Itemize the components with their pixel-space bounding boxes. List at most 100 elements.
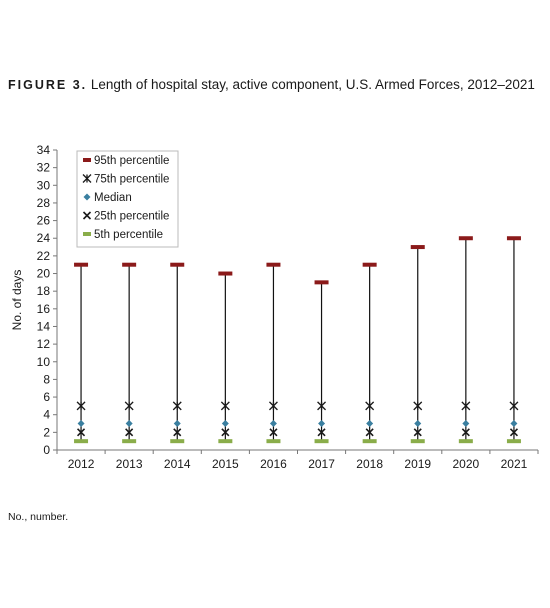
x-tick-label: 2015 (212, 457, 239, 471)
legend-entry: Median (83, 192, 132, 204)
y-tick-label: 14 (37, 319, 51, 333)
data-point (413, 401, 423, 411)
legend-entry: 5th percentile (83, 229, 163, 241)
data-point (365, 428, 374, 437)
data-point (506, 439, 521, 444)
data-point (410, 245, 425, 250)
data-point (510, 420, 518, 428)
y-tick-label: 10 (37, 355, 51, 369)
data-point (122, 439, 137, 444)
data-point (170, 262, 185, 267)
data-point (124, 401, 134, 411)
data-point (314, 439, 329, 444)
data-point (318, 420, 326, 428)
data-point (172, 401, 182, 411)
data-point (221, 420, 229, 428)
data-point (317, 428, 326, 437)
data-point (314, 280, 329, 285)
legend-entry: 75th percentile (82, 174, 169, 186)
data-point (170, 439, 185, 444)
y-tick-label: 26 (37, 214, 51, 228)
footnote: No., number. (8, 511, 69, 523)
y-tick-label: 30 (37, 178, 51, 192)
data-point (366, 420, 374, 428)
data-point (122, 262, 137, 267)
y-tick-label: 22 (37, 249, 51, 263)
data-point (125, 420, 133, 428)
data-point (506, 236, 521, 241)
data-point (221, 428, 230, 437)
data-point (461, 428, 470, 437)
y-tick-label: 24 (37, 231, 51, 245)
data-point (74, 439, 89, 444)
data-point (362, 262, 377, 267)
figure-title: FIGURE 3. Length of hospital stay, activ… (8, 77, 535, 92)
legend-marker (82, 211, 92, 220)
legend-label: 5th percentile (94, 229, 163, 241)
data-point (77, 420, 85, 428)
x-tick-label: 2018 (356, 457, 383, 471)
figure-label: FIGURE 3. (8, 78, 88, 92)
y-tick-label: 32 (37, 161, 51, 175)
data-point (173, 420, 181, 428)
y-axis-label: No. of days (10, 270, 24, 331)
data-point (266, 262, 281, 267)
figure-title-text: Length of hospital stay, active componen… (90, 77, 535, 92)
legend-entry: 95th percentile (83, 155, 169, 167)
y-tick-label: 18 (37, 284, 51, 298)
data-point (461, 401, 471, 411)
data-point (458, 439, 473, 444)
x-tick-label: 2016 (260, 457, 287, 471)
data-point (266, 439, 281, 444)
data-point (74, 262, 89, 267)
y-tick-label: 2 (43, 425, 50, 439)
x-tick-label: 2014 (164, 457, 191, 471)
x-tick-label: 2012 (68, 457, 95, 471)
y-tick-label: 34 (37, 143, 51, 157)
x-tick-label: 2021 (501, 457, 528, 471)
x-tick-label: 2020 (452, 457, 479, 471)
data-point (125, 428, 134, 437)
y-tick-label: 0 (43, 443, 50, 457)
y-tick-label: 16 (37, 302, 51, 316)
x-tick-label: 2013 (116, 457, 143, 471)
y-tick-label: 6 (43, 390, 50, 404)
legend: 95th percentile 75th percentile Median 25th… (76, 150, 179, 248)
legend-swatch (83, 232, 91, 236)
data-point (220, 401, 230, 411)
y-tick-label: 12 (37, 337, 51, 351)
data-point (509, 401, 519, 411)
y-tick-label: 20 (37, 267, 51, 281)
legend-label: 75th percentile (94, 174, 169, 186)
data-point (218, 439, 233, 444)
legend-label: 25th percentile (94, 211, 169, 223)
data-point (362, 439, 377, 444)
data-point (317, 401, 327, 411)
legend-label: Median (94, 192, 132, 204)
legend-marker (82, 174, 92, 183)
x-tick-label: 2017 (308, 457, 335, 471)
data-point (410, 439, 425, 444)
x-tick-label: 2019 (404, 457, 431, 471)
data-point (414, 420, 422, 428)
data-point (173, 428, 182, 437)
data-point (413, 428, 422, 437)
data-point (458, 236, 473, 241)
data-point (269, 428, 278, 437)
data-point (365, 401, 375, 411)
data-point (268, 401, 278, 411)
y-tick-label: 8 (43, 372, 50, 386)
data-point (509, 428, 519, 437)
legend-entry: 25th percentile (82, 211, 169, 223)
data-point (76, 428, 86, 437)
y-tick-label: 4 (43, 408, 50, 422)
y-tick-label: 28 (37, 196, 51, 210)
data-point (218, 271, 233, 276)
legend-swatch (83, 158, 91, 162)
data-point (76, 401, 86, 411)
legend-label: 95th percentile (94, 155, 169, 167)
legend-marker (83, 193, 91, 201)
data-point (269, 420, 277, 428)
data-point (462, 420, 470, 428)
